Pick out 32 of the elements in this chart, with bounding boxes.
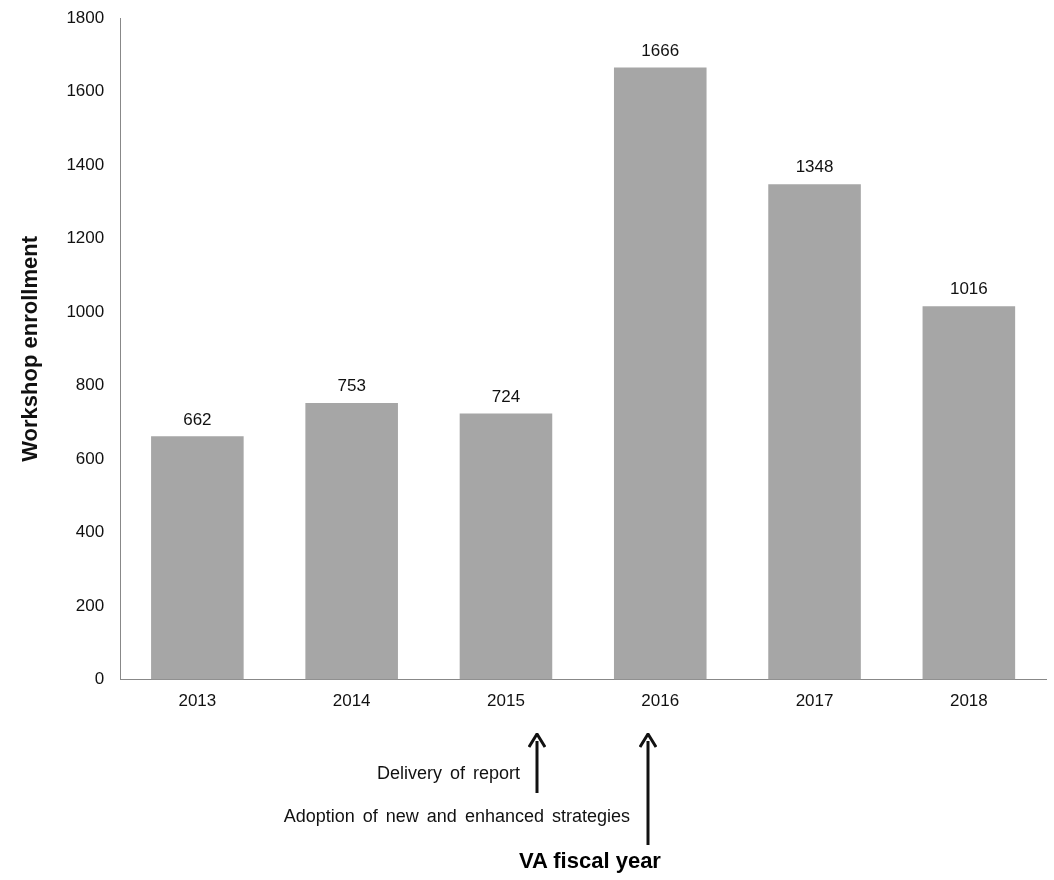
- bar: [613, 67, 707, 680]
- y-tick-label: 400: [75, 522, 105, 542]
- data-label: 753: [337, 376, 366, 396]
- data-label: 1348: [795, 157, 834, 177]
- bar: [459, 413, 553, 680]
- data-label: 1016: [949, 279, 988, 299]
- x-tick-label: 2013: [178, 691, 217, 711]
- y-tick-label: 1400: [66, 154, 105, 174]
- x-tick-label: 2018: [949, 691, 988, 711]
- bar: [768, 184, 861, 680]
- bar: [305, 402, 398, 680]
- y-tick-label: 200: [75, 595, 105, 615]
- data-label: 662: [183, 409, 212, 429]
- text: Adoption of new and enhanced strategies: [283, 806, 630, 827]
- y-tick-label: 600: [75, 448, 105, 468]
- x-tick-label: 2017: [795, 691, 834, 711]
- y-tick-label: 800: [75, 375, 105, 395]
- text: Delivery of report: [376, 763, 520, 784]
- data-label: 724: [491, 386, 521, 406]
- x-tick-label: 2016: [641, 691, 680, 711]
- data-label: 1666: [641, 40, 680, 60]
- bar: [922, 306, 1016, 680]
- x-tick-label: 2014: [332, 691, 371, 711]
- y-tick-label: 1200: [66, 228, 105, 248]
- y-tick-label: 1800: [66, 7, 105, 27]
- y-tick-label: 1000: [66, 301, 105, 321]
- y-tick-label: 1600: [66, 81, 105, 101]
- text: VA fiscal year: [518, 848, 662, 874]
- y-axis-title: Workshop enrollment: [17, 235, 43, 462]
- x-tick-label: 2015: [487, 691, 525, 711]
- y-tick-label: 0: [94, 669, 105, 689]
- bar: [151, 436, 244, 680]
